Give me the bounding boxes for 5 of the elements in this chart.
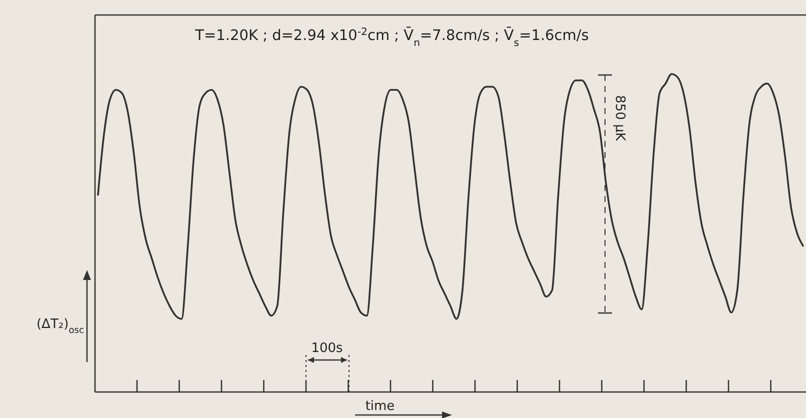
annotation: 850 μK xyxy=(612,95,627,142)
chart-title: T=1.20K ; d=2.94 x10$^{-2}$cm ; V̄$_{n}$=7.8cm/s ; V̄$_{s}$=1.6cm/s xyxy=(194,26,589,48)
x-axis-title: time xyxy=(365,399,395,414)
y-axis-title: (ΔT₂)$_{osc}$ xyxy=(36,317,84,336)
annotation: 100s xyxy=(311,341,344,356)
